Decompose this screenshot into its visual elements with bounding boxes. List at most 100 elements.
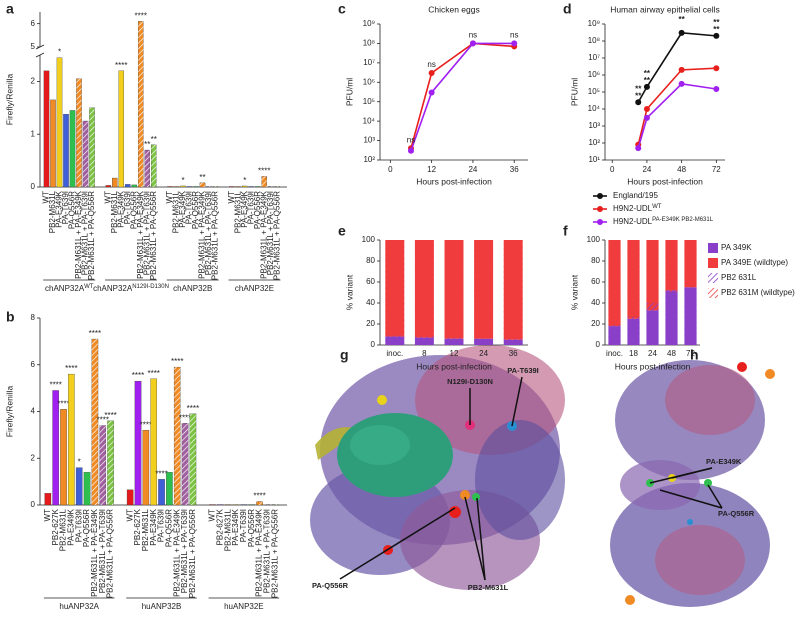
series-line: [410, 42, 515, 149]
bar: [69, 110, 76, 188]
x-tick-label: PA-T639I: [185, 191, 194, 224]
x-tick-label: PA-T639I: [74, 509, 83, 542]
panel-letter: f: [563, 223, 568, 239]
label-text: huANP32B: [142, 602, 182, 611]
x-tick-label: WT: [103, 191, 112, 204]
bar-hatch: [274, 186, 280, 187]
y-tick-label: 0: [371, 340, 376, 349]
significance-label: ****: [135, 11, 147, 20]
bar: [241, 185, 248, 188]
annotation: ns: [407, 135, 415, 144]
legend-label: PA 349K: [721, 243, 752, 252]
significance-label: **: [713, 18, 720, 27]
x-tick-label: PA-T639I: [246, 191, 255, 224]
y-tick-label: 0: [31, 500, 36, 509]
bar-hatch: [199, 182, 206, 187]
bar-segment: [444, 337, 464, 345]
x-tick-label: 36: [510, 165, 519, 174]
y-axis-label: PFU/ml: [569, 78, 579, 106]
x-tick-label: inoc.: [386, 349, 403, 358]
y-tick-label: 10⁶: [588, 70, 600, 79]
legend-label: PB2 631M (wildtype): [721, 288, 795, 297]
y-tick-label: 4: [31, 407, 36, 416]
chart-title: Human airway epithelial cells: [610, 4, 720, 14]
x-tick-label: 48: [667, 349, 676, 358]
y-tick-label: 0: [596, 340, 601, 349]
data-point: [428, 70, 435, 77]
label-text: H9N2-UDL: [613, 217, 653, 226]
significance-label: **: [199, 173, 205, 182]
label: chANP32AN129I-D130N: [93, 284, 169, 294]
label: chANP32B: [173, 284, 212, 293]
x-tick-label: PA-T639I: [157, 509, 166, 542]
panel-letter: e: [338, 223, 346, 239]
significance-label: ****: [97, 416, 109, 425]
x-tick-label: 8: [422, 349, 427, 358]
bar-segment: [608, 325, 621, 345]
bar-hatch: [189, 413, 197, 505]
bar-segment: [665, 240, 678, 293]
data-point: [635, 99, 642, 106]
x-axis-label: Hours post-infection: [627, 176, 703, 186]
y-tick-label: 2: [31, 453, 36, 462]
bar-segment: [627, 240, 640, 317]
data-point: [428, 89, 435, 96]
y-tick-label: 10⁴: [363, 116, 376, 125]
data-point: [713, 32, 720, 39]
data-point: [713, 65, 720, 72]
x-tick-label: 12: [450, 349, 459, 358]
significance-label: **: [644, 69, 651, 78]
label: huANP32E: [224, 602, 264, 611]
bar: [52, 390, 59, 506]
x-tick-label: WT: [125, 509, 134, 522]
x-tick-label: PB2-M631L + PA-Q556R: [106, 509, 115, 598]
x-tick-label: PB2-M631L + PA-Q556R: [188, 509, 197, 598]
significance-label: ****: [132, 371, 144, 380]
bar: [167, 186, 173, 188]
panel-letter: g: [340, 347, 349, 363]
bar: [166, 472, 173, 506]
y-tick-label: 10³: [363, 136, 375, 145]
x-axis-label: Hours post-infection: [615, 361, 691, 371]
y-tick-label: 20: [366, 319, 375, 328]
y-tick-label: 10¹: [588, 155, 600, 164]
annotation: ns: [469, 31, 477, 40]
x-tick-label: PA-E349K: [116, 190, 125, 227]
significance-label: *: [58, 48, 61, 57]
significance-label: ****: [115, 61, 127, 70]
x-tick-label: 0: [610, 165, 615, 174]
y-tick-label: 60: [591, 277, 600, 286]
x-tick-label: PB2-M631L: [223, 508, 232, 551]
label-text: chANP32A: [93, 284, 133, 293]
bar: [112, 177, 118, 188]
bar-segment: [474, 338, 494, 345]
bar-segment: [646, 240, 659, 303]
bar-hatch: [181, 423, 189, 505]
bar: [254, 186, 261, 188]
x-tick-label: PB2-M631L: [48, 190, 57, 233]
x-axis-label: Hours post-infection: [416, 176, 492, 186]
bar-hatch: [212, 186, 219, 187]
structure-label: PB2-M631L: [468, 583, 509, 592]
significance-label: *: [78, 458, 81, 467]
panel-letter: b: [6, 309, 15, 325]
x-tick-label: PA-E349K: [231, 508, 240, 545]
legend-marker: [597, 219, 603, 225]
x-tick-label: 24: [648, 349, 657, 358]
y-tick-label: 10²: [363, 155, 375, 164]
bar-segment: [503, 240, 523, 339]
x-tick-label: PB2-627K: [51, 508, 60, 545]
label-superscript: WT: [652, 204, 662, 210]
x-tick-label: PB2-M631L + PA-T639I: [204, 191, 213, 275]
significance-label: **: [713, 25, 720, 34]
data-point: [407, 147, 414, 154]
x-tick-label: PB2-M631L + PA-E349K: [74, 190, 83, 278]
series-line: [637, 32, 717, 103]
label-text: chANP32B: [173, 284, 212, 293]
x-tick-label: PB2-M631L + PA-T639I: [142, 191, 151, 275]
x-tick-label: WT: [227, 191, 236, 204]
bar-hatch: [206, 186, 212, 187]
bar-segment: [608, 240, 621, 326]
bar-segment: [385, 335, 405, 345]
y-tick-label: 0: [31, 182, 36, 191]
